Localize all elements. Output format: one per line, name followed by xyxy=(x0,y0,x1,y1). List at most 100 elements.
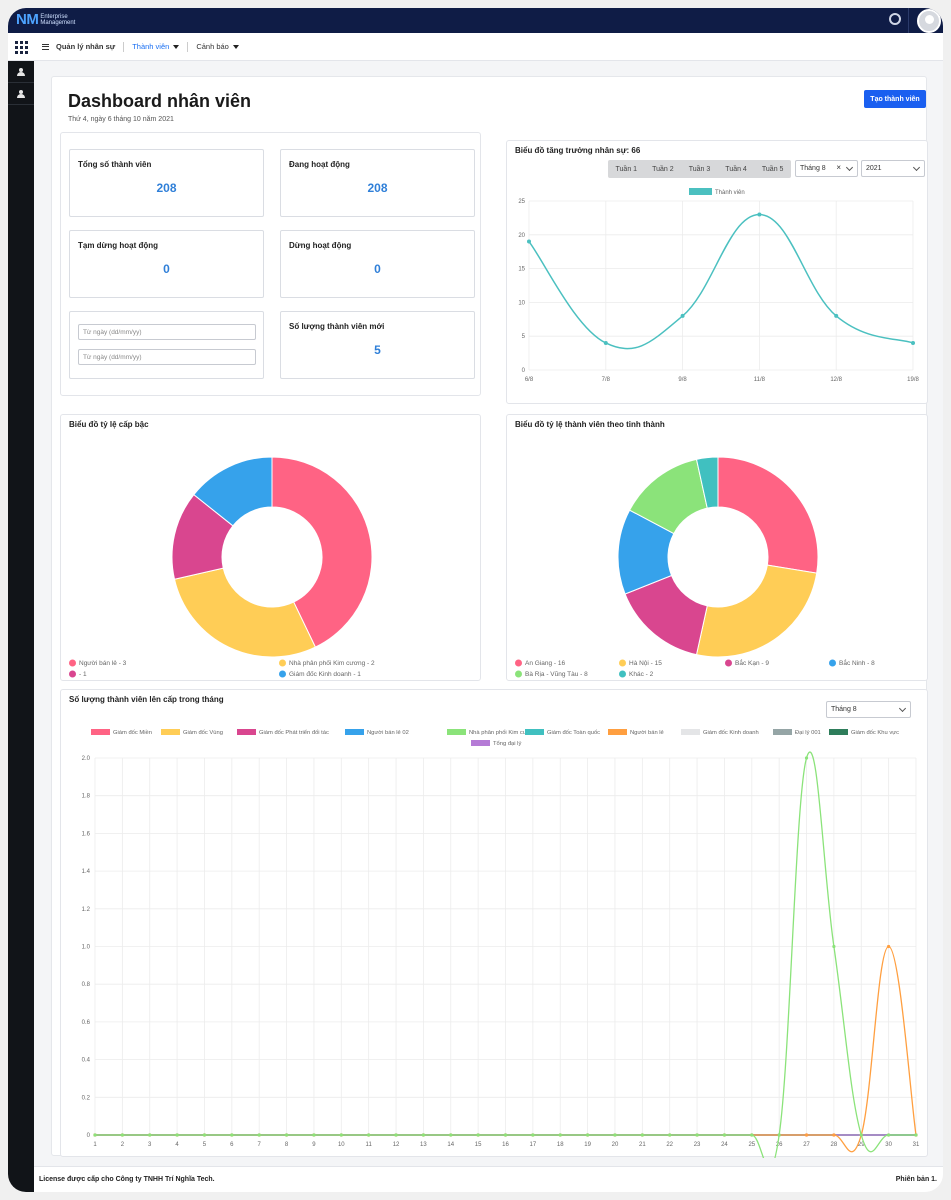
legend-dot xyxy=(69,670,76,678)
y-tick-label: 25 xyxy=(518,199,525,205)
clear-icon[interactable]: × xyxy=(836,163,841,172)
apps-grid-icon[interactable] xyxy=(8,33,34,61)
legend-dot xyxy=(829,659,836,667)
upgrade-chart-panel: Số lượng thành viên lên cấp trong tháng … xyxy=(60,689,928,1158)
y-tick-label: 20 xyxy=(518,233,525,239)
stat-label: Tạm dừng hoạt động xyxy=(78,241,159,250)
data-point xyxy=(449,1133,453,1137)
x-tick-label: 9 xyxy=(312,1142,316,1148)
stat-stopped: Dừng hoạt động 0 xyxy=(280,230,475,298)
legend-label: Nhà phân phối Kim cương - 2 xyxy=(289,658,375,667)
date-filter-box: Từ ngày (dd/mm/yy) Từ ngày (dd/mm/yy) xyxy=(69,311,264,379)
legend-dot xyxy=(725,659,732,667)
legend-swatch xyxy=(161,729,180,735)
legend-label: Người bán lẻ xyxy=(630,730,664,736)
top-bar: NM Enterprise Management xyxy=(8,8,943,33)
legend-label: Bắc Kạn - 9 xyxy=(735,658,769,667)
y-tick-label: 10 xyxy=(518,300,525,306)
stat-new-members: Số lượng thành viên mới 5 xyxy=(280,311,475,379)
y-tick-label: 1.4 xyxy=(82,869,91,875)
legend-swatch xyxy=(525,729,544,735)
x-tick-label: 19/8 xyxy=(907,377,919,383)
data-point xyxy=(804,756,809,760)
data-point xyxy=(284,1133,289,1137)
data-point xyxy=(558,1133,562,1137)
data-point xyxy=(531,1133,535,1137)
upgrade-line-chart: 00.20.40.60.81.01.21.41.61.82.01 2 3 4 5 6 7 8 9… xyxy=(82,729,920,1158)
upgrade-chart-title: Số lượng thành viên lên cấp trong tháng xyxy=(69,695,224,704)
series-line xyxy=(95,751,916,1158)
x-tick-label: 6/8 xyxy=(525,377,534,383)
settings-icon[interactable] xyxy=(889,13,901,25)
menu-icon[interactable] xyxy=(42,43,49,50)
chevron-down-icon xyxy=(845,163,854,172)
data-point xyxy=(834,313,839,318)
dashboard-card: Dashboard nhân viên Thứ 4, ngày 6 tháng … xyxy=(51,76,928,1158)
y-tick-label: 0 xyxy=(522,368,526,374)
data-point xyxy=(339,1133,343,1137)
year-select[interactable]: 2021 xyxy=(861,160,925,177)
y-tick-label: 15 xyxy=(518,267,525,273)
y-tick-label: 2.0 xyxy=(82,756,91,762)
nav-alerts[interactable]: Cảnh báo xyxy=(188,42,247,51)
x-tick-label: 24 xyxy=(721,1142,728,1148)
x-tick-label: 12/8 xyxy=(830,377,842,383)
create-member-button[interactable]: Tạo thành viên xyxy=(864,90,926,108)
x-tick-label: 1 xyxy=(93,1142,97,1148)
app-logo[interactable]: NM Enterprise Management xyxy=(16,11,75,28)
sidebar-item-users[interactable] xyxy=(8,61,34,83)
tab-week-5[interactable]: Tuần 5 xyxy=(761,165,784,173)
x-tick-label: 9/8 xyxy=(678,377,687,383)
stat-active: Đang hoạt động 208 xyxy=(280,149,475,217)
data-point xyxy=(527,239,531,244)
to-date-input[interactable]: Từ ngày (dd/mm/yy) xyxy=(78,349,256,365)
legend-label: Giám đốc Phát triển đối tác xyxy=(259,729,329,736)
data-point xyxy=(757,212,762,217)
data-point xyxy=(750,1133,754,1137)
x-tick-label: 7 xyxy=(258,1142,262,1148)
nav-members[interactable]: Thành viên xyxy=(124,42,187,51)
stat-value: 0 xyxy=(374,262,381,276)
data-point xyxy=(421,1133,425,1137)
legend-label: Bà Rịa - Vũng Tàu - 8 xyxy=(525,671,588,678)
x-tick-label: 23 xyxy=(694,1142,701,1148)
sidebar xyxy=(8,61,34,1192)
legend-dot xyxy=(69,659,76,667)
nav-hr-management[interactable]: Quản lý nhân sự xyxy=(56,42,116,51)
month-select[interactable]: Tháng 8 × xyxy=(795,160,858,177)
legend-dot xyxy=(279,670,286,678)
upgrade-month-select[interactable]: Tháng 8 xyxy=(826,701,911,718)
tab-week-1[interactable]: Tuần 1 xyxy=(615,165,638,173)
legend-label: An Giang - 16 xyxy=(525,660,565,667)
user-icon xyxy=(17,89,25,98)
tab-week-2[interactable]: Tuần 2 xyxy=(652,165,674,173)
stat-label: Tổng số thành viên xyxy=(78,160,152,169)
x-tick-label: 20 xyxy=(612,1142,619,1148)
rank-chart-title: Biểu đồ tỷ lệ cấp bậc xyxy=(69,420,149,429)
y-tick-label: 5 xyxy=(522,334,526,340)
data-point xyxy=(148,1133,152,1137)
legend-label: Giám đốc Kinh doanh - 1 xyxy=(289,669,361,678)
sidebar-item-members[interactable] xyxy=(8,83,34,105)
license-text: License được cấp cho Công ty TNHH Trí Ng… xyxy=(39,1176,215,1183)
tab-week-3[interactable]: Tuần 3 xyxy=(688,165,711,173)
data-point xyxy=(175,1133,179,1137)
x-tick-label: 4 xyxy=(175,1142,179,1148)
y-tick-label: 0 xyxy=(87,1133,91,1139)
legend-label: Khác - 2 xyxy=(629,671,654,678)
user-avatar[interactable] xyxy=(917,9,941,33)
legend-swatch xyxy=(689,188,712,195)
x-tick-label: 14 xyxy=(447,1142,454,1148)
sub-navigation: Quản lý nhân sự Thành viên Cảnh báo xyxy=(34,33,943,61)
rank-donut-chart: Người bán lẻ - 3 Nhà phân phối Kim cương … xyxy=(69,456,375,678)
legend-swatch xyxy=(237,729,256,735)
from-date-input[interactable]: Từ ngày (dd/mm/yy) xyxy=(78,324,256,340)
y-tick-label: 1.2 xyxy=(82,907,91,913)
legend-swatch xyxy=(829,729,848,735)
legend-label: Đại lý 001 xyxy=(795,730,821,736)
legend-label: Tổng đại lý xyxy=(493,740,521,747)
week-tabs: Tuần 1 Tuần 2 Tuần 3 Tuần 4 Tuần 5 xyxy=(608,160,791,178)
data-point xyxy=(476,1133,480,1137)
tab-week-4[interactable]: Tuần 4 xyxy=(725,165,747,173)
y-tick-label: 0.2 xyxy=(82,1095,91,1101)
